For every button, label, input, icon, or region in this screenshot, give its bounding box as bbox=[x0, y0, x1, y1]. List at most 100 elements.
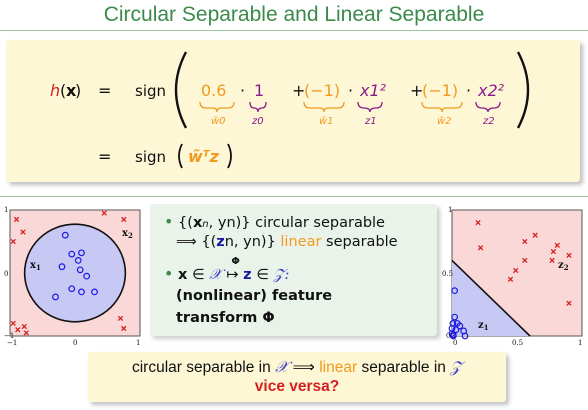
x-negative-point bbox=[121, 325, 127, 332]
x-positive-point bbox=[91, 288, 98, 296]
term1-coef: (−1) bbox=[304, 81, 340, 100]
z-negative-point bbox=[522, 238, 528, 245]
term0-under-feature: z0 bbox=[251, 116, 264, 127]
z-positive-point bbox=[456, 322, 464, 330]
x-positive-point bbox=[68, 285, 76, 293]
x2-label: x2 bbox=[122, 228, 133, 240]
big-paren-right bbox=[516, 51, 530, 129]
x-negative-point bbox=[15, 327, 21, 333]
z-negative-point bbox=[566, 300, 572, 306]
positive-region bbox=[452, 260, 530, 336]
term1-feature-brace bbox=[357, 101, 383, 113]
z-xtick-right: 1 bbox=[578, 339, 582, 347]
z1-label: z1 bbox=[478, 320, 489, 332]
z-negative-point bbox=[513, 267, 519, 274]
term2-under-feature: z2 bbox=[482, 116, 495, 127]
z-negative-point bbox=[477, 245, 484, 251]
bullet-dot-1: • bbox=[164, 212, 174, 231]
conclusion-line1: circular separable in 𝒳 ⟹ linear separab… bbox=[131, 358, 463, 376]
z-negative-point bbox=[507, 276, 514, 282]
term0-dot: · bbox=[240, 81, 245, 100]
z-positive-point bbox=[461, 332, 469, 340]
z-negative-point bbox=[566, 252, 572, 259]
linear-word-1: linear bbox=[280, 234, 322, 250]
x-positive-point bbox=[52, 293, 59, 301]
bullet1-line2: ⟹ {(zn, yn)} linear separable bbox=[176, 234, 398, 250]
sign-2: sign bbox=[135, 148, 166, 166]
bullets-box: • {(xn, yn)} circular separable ⟹ {(zn, … bbox=[150, 204, 437, 336]
equals-1: = bbox=[98, 81, 111, 100]
x-xtick-right: 1 bbox=[136, 339, 140, 347]
term2-under-coef: w̃2 bbox=[437, 115, 452, 127]
formula-box: h ( x ) = sign 0.6 w̃0 · 1 z0 + (−1) w̃1… bbox=[6, 40, 580, 182]
x-negative-point bbox=[21, 323, 27, 330]
x-positive-point bbox=[74, 257, 82, 264]
x-negative-point bbox=[20, 229, 26, 235]
bullet2-line3: transform Φ bbox=[176, 310, 275, 326]
x-xtick-left: −1 bbox=[7, 339, 17, 347]
paren2-right bbox=[227, 143, 232, 169]
x-positive-point bbox=[83, 272, 91, 280]
term1-under-coef: w̃1 bbox=[319, 115, 334, 127]
x-negative-point bbox=[13, 216, 20, 223]
decision-line bbox=[451, 259, 531, 337]
term2-plus: + bbox=[410, 81, 423, 100]
z-negative-point bbox=[522, 257, 528, 264]
z-positive-point bbox=[452, 326, 460, 334]
x-positive-point bbox=[76, 266, 84, 274]
z-xtick-left: 0 bbox=[453, 339, 457, 347]
term0-coef: 0.6 bbox=[201, 81, 226, 100]
term1-under-feature: z1 bbox=[364, 116, 377, 127]
term2-coef: (−1) bbox=[422, 81, 458, 100]
x-ytick-mid: 0 bbox=[4, 270, 8, 278]
z2-label: z2 bbox=[558, 260, 569, 272]
term1-coef-brace bbox=[303, 101, 345, 113]
z-negative-point bbox=[549, 257, 555, 264]
z-positive-point bbox=[451, 287, 459, 295]
term1-plus: + bbox=[292, 81, 305, 100]
z-ytick-top: 1 bbox=[448, 206, 452, 214]
section-divider bbox=[0, 196, 588, 197]
z-negative-point bbox=[532, 232, 538, 238]
z-negative-point bbox=[550, 248, 557, 255]
term0-coef-brace bbox=[199, 101, 235, 113]
x1-label: x1 bbox=[30, 260, 41, 272]
x-bold: x bbox=[66, 81, 77, 100]
term0-under-coef: w̃0 bbox=[211, 115, 226, 127]
x-negative-point bbox=[117, 315, 124, 322]
z-positive-point bbox=[451, 313, 459, 321]
x-space-plot: 1 0 −1 −1 0 1 x1 x2 bbox=[4, 206, 141, 347]
h-paren-close: ) bbox=[75, 81, 81, 100]
x-positive-point bbox=[58, 263, 66, 271]
term1-feature: x1² bbox=[359, 81, 387, 100]
x-negative-point bbox=[121, 216, 127, 223]
term2-feature-brace bbox=[475, 101, 501, 113]
x-negative-point bbox=[23, 330, 29, 336]
bullet2-line2: (nonlinear) feature bbox=[176, 288, 333, 304]
decision-circle bbox=[23, 223, 127, 323]
x-ytick-top: 1 bbox=[4, 206, 8, 214]
x-negative-point bbox=[10, 238, 16, 245]
z-ytick-bot: 0 bbox=[446, 332, 450, 340]
term2-dot: · bbox=[466, 81, 471, 100]
term2-feature: x2² bbox=[477, 81, 505, 100]
z-space-plot: 1 0.5 0 0 0.5 1 z1 z2 bbox=[442, 206, 583, 347]
sign-1: sign bbox=[135, 82, 166, 100]
formula-svg: h ( x ) = sign 0.6 w̃0 · 1 z0 + (−1) w̃1… bbox=[50, 51, 530, 169]
term0-feature: 1 bbox=[254, 81, 264, 100]
h-label: h bbox=[50, 81, 60, 100]
bullet-dot-2: • bbox=[164, 264, 174, 283]
line2-expr: w̃ᵀz bbox=[188, 147, 220, 166]
bullet1-line1: • {(xn, yn)} circular separable bbox=[164, 212, 385, 231]
big-paren-left bbox=[174, 51, 188, 129]
z-negative-point bbox=[475, 219, 481, 226]
x-negative-point bbox=[10, 320, 16, 327]
z-ytick-mid: 0.5 bbox=[442, 270, 453, 278]
x-positive-point bbox=[78, 249, 85, 257]
equals-2: = bbox=[98, 147, 111, 166]
x-positive-point bbox=[78, 288, 85, 296]
term0-feature-brace bbox=[249, 101, 267, 113]
x-xtick-mid: 0 bbox=[73, 339, 77, 347]
page-title: Circular Separable and Linear Separable bbox=[103, 3, 485, 26]
h-paren-open: ( bbox=[60, 81, 66, 100]
